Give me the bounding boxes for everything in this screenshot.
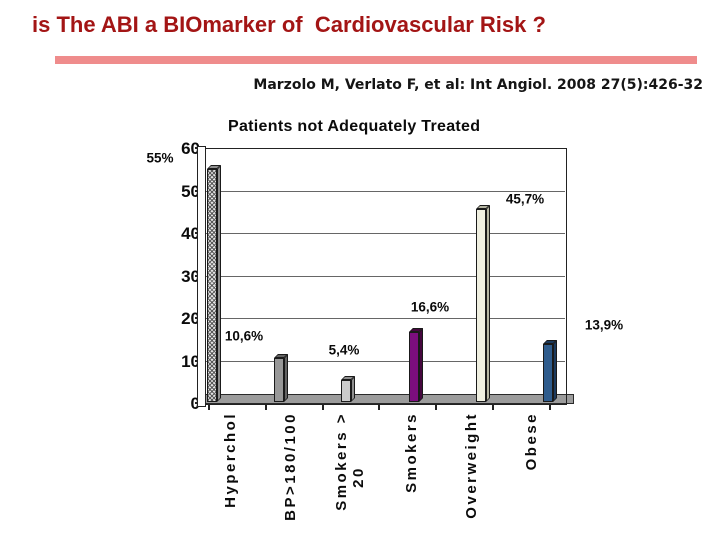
x-axis-tick	[435, 404, 438, 410]
y-axis-label: 60	[181, 139, 200, 158]
y-axis-label: 10	[181, 351, 200, 371]
x-axis-label: Obese	[509, 412, 553, 540]
y-axis-label: 30	[181, 266, 200, 286]
y-axis-label: 20	[181, 309, 200, 328]
gridline	[205, 148, 565, 149]
gridline	[205, 275, 565, 277]
data-label: 13,9%	[584, 317, 624, 333]
chart-wall-3d	[197, 146, 206, 407]
bar-side-face	[217, 165, 221, 402]
plot-area-border	[205, 148, 567, 405]
citation-text: Marzolo M, Verlato F, et al: Int Angiol.…	[253, 77, 703, 93]
chart-title: Patients not Adequately Treated	[228, 118, 481, 135]
bar-side-face	[553, 339, 557, 402]
x-axis-label-line: Overweight	[462, 412, 480, 519]
bar	[341, 380, 352, 402]
x-axis-label: Overweight	[449, 412, 493, 540]
bar	[475, 208, 486, 402]
x-axis-label-line: 20	[350, 466, 368, 488]
x-axis-label: Hyperchol	[208, 412, 252, 540]
data-label: 5,4%	[328, 342, 360, 358]
slide-title: is The ABI a BIOmarker of Cardiovascular…	[32, 12, 546, 37]
title-accent-bar	[55, 56, 697, 64]
chart-floor-3d	[201, 394, 574, 404]
x-axis-label-line: Smokers >	[333, 412, 351, 511]
y-axis-label: 40	[181, 224, 200, 243]
bar	[207, 169, 217, 402]
x-axis-label-line: BP>180/100	[281, 412, 299, 521]
x-axis-label-line: Obese	[522, 412, 540, 471]
gridline	[205, 318, 565, 319]
gridline	[205, 233, 565, 234]
x-axis-label: Smokers	[389, 412, 433, 540]
data-label: 45,7%	[505, 191, 545, 207]
x-axis-tick	[208, 404, 210, 410]
bar	[274, 357, 285, 402]
x-axis-tick	[378, 404, 381, 410]
y-axis-label: 50	[181, 181, 200, 201]
x-axis-label-line: Smokers	[402, 412, 420, 493]
x-axis-tick	[264, 404, 267, 410]
bar	[543, 343, 553, 402]
x-axis-tick	[492, 404, 494, 410]
x-axis-label-line: Hyperchol	[221, 412, 239, 508]
data-label: 10,6%	[224, 328, 264, 344]
x-axis-label: Smokers >20	[328, 412, 372, 540]
x-axis-tick	[321, 404, 324, 410]
bar	[408, 332, 419, 402]
data-label: 55%	[146, 150, 174, 166]
bar-side-face	[485, 204, 490, 402]
y-axis-label: 0	[158, 395, 200, 412]
data-label: 16,6%	[410, 299, 450, 315]
gridline	[205, 360, 565, 362]
bar-side-face	[284, 353, 289, 402]
bar-side-face	[351, 376, 356, 402]
x-axis-label: BP>180/100	[268, 412, 312, 540]
gridline	[205, 190, 565, 192]
bar-side-face	[418, 328, 423, 402]
x-axis-tick	[548, 404, 551, 410]
